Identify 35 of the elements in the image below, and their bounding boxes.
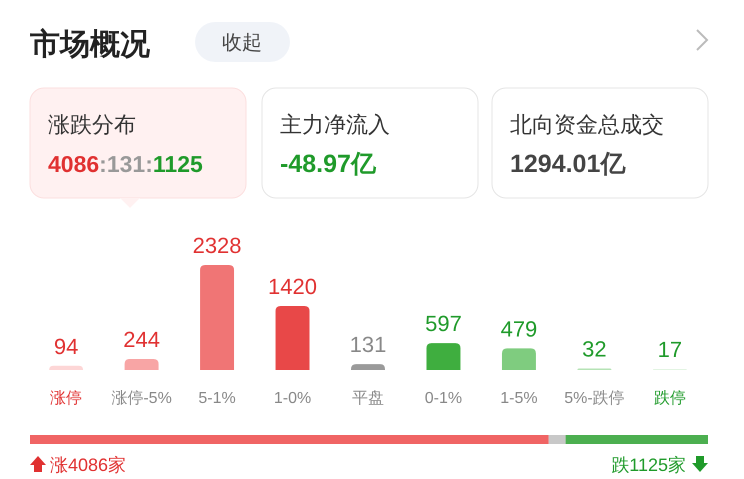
- data-label: 17: [658, 337, 682, 362]
- text: 主力净流入: [280, 112, 390, 137]
- bar: [276, 306, 310, 370]
- text: -48.97亿: [280, 150, 377, 178]
- text: 跌1125家: [611, 455, 686, 475]
- text: 收起: [222, 32, 262, 54]
- data-label: 131: [350, 332, 386, 358]
- x-tick-label: 0-1%: [424, 390, 462, 407]
- data-label: 597: [425, 311, 462, 336]
- x-tick-label: 1-5%: [500, 390, 538, 407]
- data-label: 32: [582, 336, 607, 362]
- x-tick-label: 5%-跌停: [564, 390, 625, 407]
- text: 涨4086家: [50, 455, 126, 475]
- x-tick-label: 涨停-5%: [111, 389, 172, 407]
- bar: [351, 364, 385, 370]
- bar: [49, 366, 84, 370]
- bar: [426, 343, 460, 370]
- x-tick-label: 跌停: [654, 390, 686, 407]
- data-label: 479: [500, 316, 538, 342]
- text: 涨跌分布: [48, 112, 136, 137]
- text: 4086:131:1125: [48, 151, 203, 177]
- x-tick-label: 1-0%: [274, 390, 312, 407]
- text: 北向资金总成交: [510, 112, 664, 137]
- x-tick-label: 5-1%: [198, 390, 236, 407]
- x-tick-label: 平盘: [352, 390, 384, 407]
- bar: [200, 265, 234, 370]
- bar: [502, 348, 536, 370]
- x-tick-label: 涨停: [50, 389, 82, 407]
- data-label: 244: [123, 326, 160, 352]
- data-label: 1420: [268, 274, 318, 299]
- text: 1294.01亿: [510, 150, 626, 178]
- data-label: 2328: [192, 233, 242, 258]
- text: 市场概况: [29, 27, 151, 61]
- data-label: 94: [54, 334, 78, 359]
- bar: [124, 358, 159, 370]
